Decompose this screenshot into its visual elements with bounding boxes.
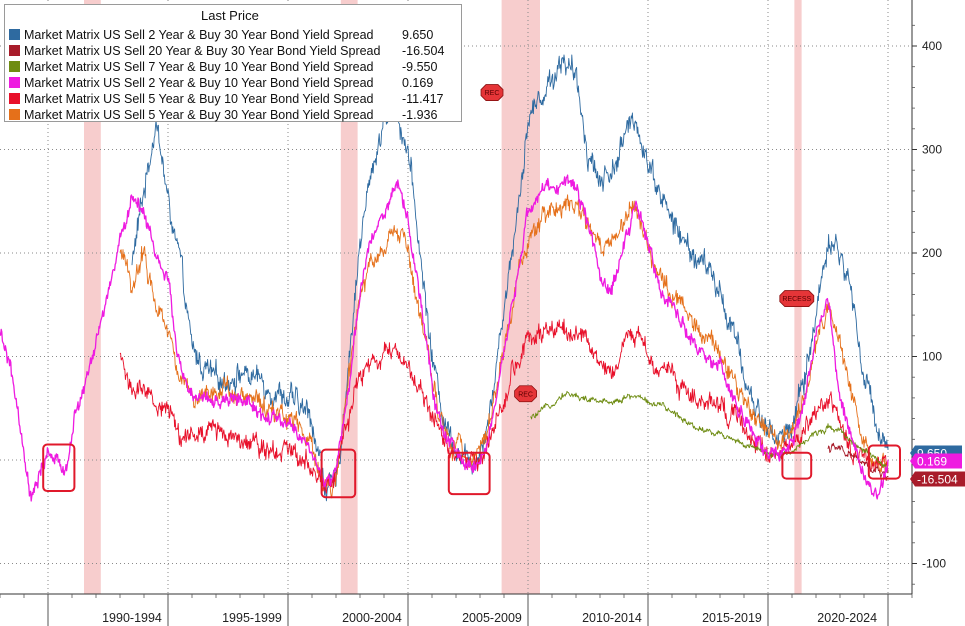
highlight-box: [867, 444, 901, 480]
legend-header: Last Price: [201, 8, 259, 23]
recession-marker-label: REC: [518, 391, 533, 398]
series-lines: [0, 54, 889, 502]
legend-label: Market Matrix US Sell 5 Year & Buy 10 Ye…: [24, 92, 374, 106]
legend-item-2s30s: Market Matrix US Sell 2 Year & Buy 30 Ye…: [9, 27, 433, 43]
legend-label: Market Matrix US Sell 2 Year & Buy 10 Ye…: [24, 76, 374, 90]
legend: Last Price Market Matrix US Sell 2 Year …: [4, 4, 462, 122]
x-period-label: 1990-1994: [102, 611, 162, 625]
last-value-tags: 9.6500.169-16.504: [910, 445, 965, 487]
legend-swatch: [9, 93, 20, 104]
x-period-label: 1995-1999: [222, 611, 282, 625]
x-period-label: 2020-2024: [817, 611, 877, 625]
legend-swatch: [9, 45, 20, 56]
y-tick-label: -100: [922, 557, 946, 571]
recession-band: [501, 0, 540, 594]
x-period-label: 2015-2019: [702, 611, 762, 625]
recession-markers: REC REC RECESS: [480, 84, 815, 403]
highlight-box: [781, 451, 813, 480]
highlight-boxes: [42, 443, 901, 499]
legend-label: Market Matrix US Sell 2 Year & Buy 30 Ye…: [24, 28, 374, 42]
legend-item-2s10s: Market Matrix US Sell 2 Year & Buy 10 Ye…: [9, 75, 433, 91]
x-period-label: 2005-2009: [462, 611, 522, 625]
legend-label: Market Matrix US Sell 5 Year & Buy 30 Ye…: [24, 108, 374, 122]
last-value-tag: [910, 453, 962, 469]
last-value-tag: [910, 471, 965, 487]
legend-last-value: -1.936: [402, 108, 438, 122]
last-value-tag-label: 0.169: [917, 455, 947, 469]
gridlines: [0, 0, 912, 594]
legend-label: Market Matrix US Sell 7 Year & Buy 10 Ye…: [24, 60, 374, 74]
recession-band: [340, 0, 358, 594]
recession-marker-label: REC: [485, 90, 500, 97]
legend-swatch: [9, 77, 20, 88]
legend-swatch: [9, 29, 20, 40]
recession-marker-label: RECESS: [782, 296, 811, 303]
legend-item-5s30s: Market Matrix US Sell 5 Year & Buy 30 Ye…: [9, 107, 437, 123]
y-tick-label: 300: [922, 143, 942, 157]
series-line-2s10s: [0, 174, 889, 502]
x-period-label: 2010-2014: [582, 611, 642, 625]
legend-last-value: 9.650: [402, 28, 434, 42]
recession-marker: [514, 385, 537, 403]
legend-last-value: 0.169: [402, 76, 434, 90]
recession-marker: [779, 290, 815, 307]
last-value-tag-label: -16.504: [917, 473, 958, 487]
y-tick-label: 200: [922, 246, 942, 260]
highlight-box: [42, 443, 76, 493]
x-period-label: 2000-2004: [342, 611, 402, 625]
y-tick-label: 100: [922, 350, 942, 364]
legend-item-5s10s: Market Matrix US Sell 5 Year & Buy 10 Ye…: [9, 91, 443, 107]
y-tick-label: 400: [922, 39, 942, 53]
highlight-box: [447, 451, 491, 496]
legend-item-20s30s: Market Matrix US Sell 20 Year & Buy 30 Y…: [9, 43, 444, 59]
legend-last-value: -16.504: [402, 44, 445, 58]
recession-band: [84, 0, 101, 594]
legend-label: Market Matrix US Sell 20 Year & Buy 30 Y…: [24, 44, 381, 58]
legend-last-value: -11.417: [402, 92, 444, 106]
legend-last-value: -9.550: [402, 60, 438, 74]
legend-swatch: [9, 61, 20, 72]
highlight-box: [320, 448, 357, 499]
recession-marker: [480, 84, 504, 101]
legend-swatch: [9, 109, 20, 120]
series-line-7s10s: [530, 390, 889, 474]
legend-item-7s10s: Market Matrix US Sell 7 Year & Buy 10 Ye…: [9, 59, 437, 75]
